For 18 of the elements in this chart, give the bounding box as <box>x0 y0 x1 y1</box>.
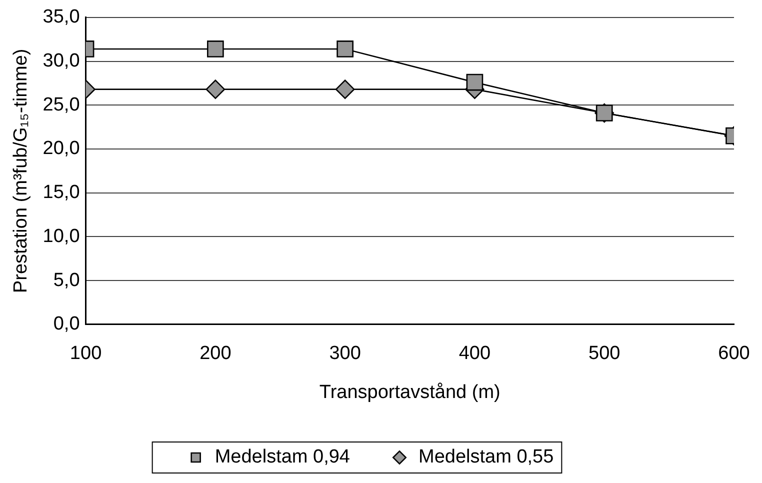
x-tick-label: 100 <box>70 343 102 364</box>
legend-label: Medelstam 0,55 <box>418 446 554 468</box>
x-tick-label: 200 <box>200 343 232 364</box>
x-axis-title: Transportavstånd (m) <box>319 382 500 403</box>
y-tick-label: 30,0 <box>42 50 80 72</box>
x-tick-label: 500 <box>588 343 620 364</box>
legend-label: Medelstam 0,94 <box>214 446 350 468</box>
y-tick-label: 35,0 <box>42 6 80 28</box>
y-tick-label: 15,0 <box>42 182 80 204</box>
y-axis-title: Prestation (m³fub/G₁₅-timme) <box>10 48 32 294</box>
y-tick-label: 5,0 <box>53 270 80 291</box>
y-tick-label: 0,0 <box>53 314 80 335</box>
x-tick-label: 300 <box>329 343 361 364</box>
y-tick-label: 25,0 <box>42 94 80 116</box>
y-tick-label: 10,0 <box>42 226 80 247</box>
x-tick-label: 600 <box>718 343 750 364</box>
x-tick-label: 400 <box>458 343 491 364</box>
y-tick-label: 20,0 <box>42 138 80 160</box>
